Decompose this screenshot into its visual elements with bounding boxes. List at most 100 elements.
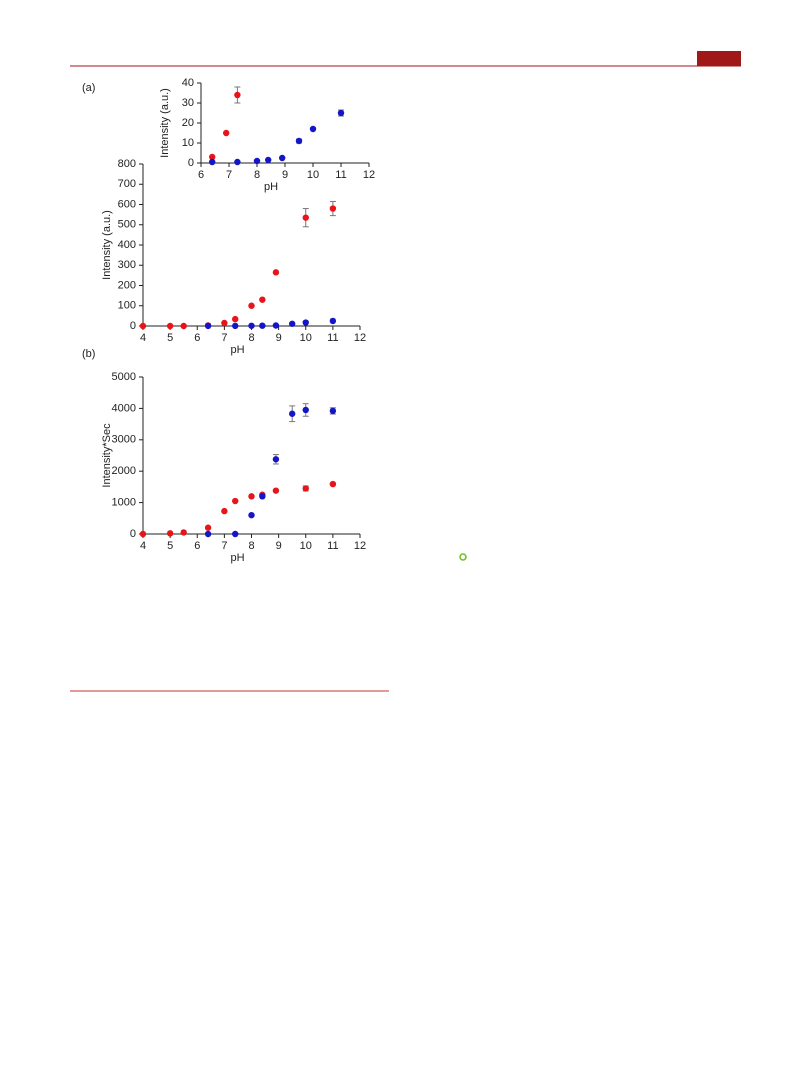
x-tick-label: 4: [140, 540, 146, 552]
x-tick-label: 5: [167, 540, 173, 552]
x-tick-label: 7: [221, 540, 227, 552]
point: [329, 205, 337, 212]
y-tick-label: 100: [118, 300, 136, 312]
point: [288, 320, 296, 327]
point: [221, 319, 228, 327]
x-tick-label: 10: [300, 332, 312, 344]
icon: [459, 553, 467, 561]
point: [209, 153, 216, 161]
point: [295, 137, 303, 145]
x-tick-label: 12: [354, 332, 366, 344]
y-tick-label: 500: [118, 219, 136, 231]
point: [302, 319, 309, 326]
y-tick-label: 300: [118, 259, 136, 271]
point: [302, 485, 309, 492]
point: [288, 410, 296, 417]
y-tick-label: 10: [182, 137, 194, 149]
panel-label: (a): [82, 82, 95, 94]
point: [139, 530, 147, 538]
y-tick-label: 5000: [112, 371, 136, 383]
y-tick-label: 4000: [112, 402, 136, 414]
y-tick-label: 40: [182, 77, 194, 89]
point: [279, 154, 286, 162]
point: [272, 269, 280, 276]
point: [232, 322, 239, 330]
point: [302, 214, 309, 221]
x-tick-label: 7: [221, 332, 227, 344]
x-tick-label: 10: [300, 540, 312, 552]
x-tick-label: 5: [167, 332, 173, 344]
x-tick-label: 10: [307, 169, 319, 181]
point: [309, 125, 317, 133]
x-tick-label: 6: [194, 540, 200, 552]
header-tab: [697, 51, 741, 66]
x-tick-label: 11: [327, 540, 338, 552]
point: [139, 322, 147, 330]
x-axis-title: pH: [264, 181, 278, 193]
y-tick-label: 30: [182, 97, 194, 109]
y-tick-label: 200: [118, 279, 136, 291]
point: [223, 129, 230, 137]
point: [248, 511, 255, 519]
y-tick-label: 0: [188, 157, 194, 169]
point: [221, 507, 228, 515]
y-axis-title: Intensity (a.u.): [159, 88, 171, 158]
x-axis-title: pH: [230, 552, 244, 564]
point: [337, 109, 345, 117]
point: [166, 322, 174, 330]
x-tick-label: 12: [354, 540, 366, 552]
point: [259, 493, 266, 500]
y-tick-label: 1000: [112, 497, 136, 509]
y-tick-label: 0: [130, 528, 136, 540]
x-tick-label: 11: [335, 169, 346, 181]
point: [329, 317, 337, 325]
y-tick-label: 0: [130, 320, 136, 332]
x-tick-label: 6: [198, 169, 204, 181]
point: [272, 456, 280, 463]
point: [204, 524, 212, 531]
panel-label: (b): [82, 348, 95, 360]
point: [259, 296, 266, 303]
x-tick-label: 9: [276, 540, 282, 552]
y-tick-label: 800: [118, 158, 136, 170]
y-tick-label: 2000: [112, 465, 136, 477]
y-tick-label: 20: [182, 117, 194, 129]
x-tick-label: 9: [282, 169, 288, 181]
x-tick-label: 4: [140, 332, 146, 344]
point: [329, 407, 337, 415]
y-axis-title: Intensity (a.u.): [101, 210, 113, 280]
x-tick-label: 7: [226, 169, 232, 181]
point: [265, 156, 272, 164]
point: [272, 487, 280, 494]
point: [232, 497, 239, 505]
point: [248, 302, 255, 309]
x-tick-label: 11: [327, 332, 338, 344]
point: [272, 322, 280, 329]
point: [253, 157, 261, 165]
x-tick-label: 9: [276, 332, 282, 344]
x-axis-title: pH: [230, 344, 244, 356]
point: [204, 530, 212, 538]
point: [259, 322, 266, 329]
x-tick-label: 8: [254, 169, 260, 181]
point: [329, 480, 337, 488]
y-tick-label: 400: [118, 239, 136, 251]
point: [209, 158, 216, 166]
point: [166, 530, 174, 537]
point: [232, 315, 239, 323]
point: [232, 530, 239, 538]
point: [248, 322, 255, 329]
x-tick-label: 12: [363, 169, 375, 181]
point: [234, 91, 241, 99]
point: [180, 529, 187, 536]
point: [204, 322, 212, 330]
point: [234, 158, 241, 166]
point: [302, 406, 309, 414]
x-tick-label: 8: [248, 332, 254, 344]
y-axis-title: Intensity*Sec: [101, 423, 113, 488]
x-tick-label: 8: [248, 540, 254, 552]
y-tick-label: 700: [118, 178, 136, 190]
point: [180, 322, 187, 330]
